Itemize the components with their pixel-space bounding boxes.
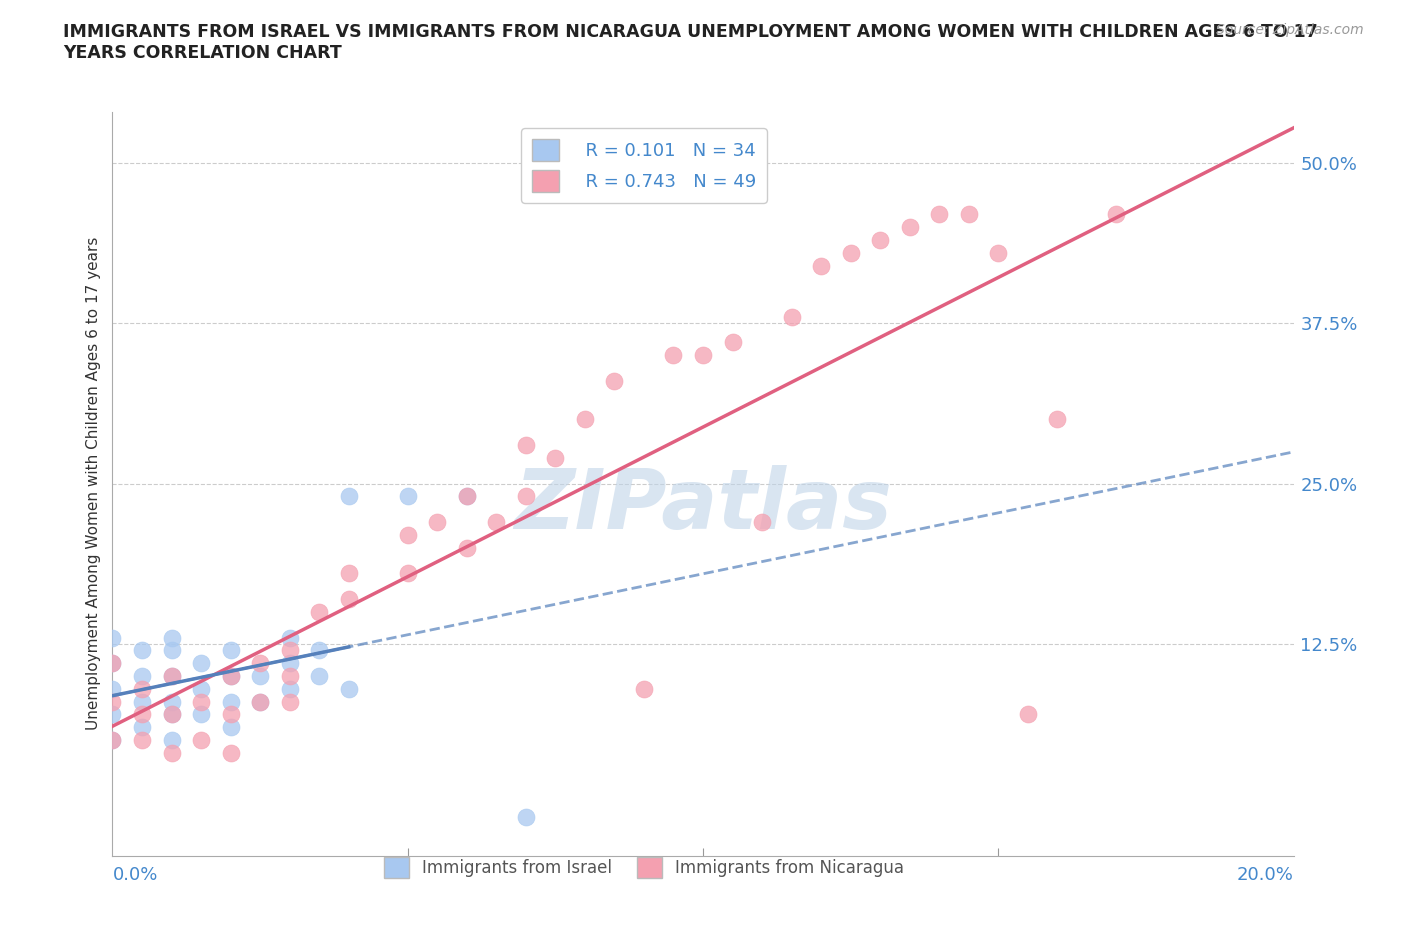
- Point: [278, 656, 301, 671]
- Point: [249, 669, 271, 684]
- Point: [1046, 412, 1069, 427]
- Point: [101, 631, 124, 645]
- Text: IMMIGRANTS FROM ISRAEL VS IMMIGRANTS FROM NICARAGUA UNEMPLOYMENT AMONG WOMEN WIT: IMMIGRANTS FROM ISRAEL VS IMMIGRANTS FRO…: [63, 23, 1317, 62]
- Y-axis label: Unemployment Among Women with Children Ages 6 to 17 years: Unemployment Among Women with Children A…: [86, 237, 101, 730]
- Point: [131, 643, 153, 658]
- Text: 20.0%: 20.0%: [1237, 866, 1294, 884]
- Point: [957, 206, 980, 221]
- Point: [603, 374, 626, 389]
- Point: [780, 310, 803, 325]
- Point: [160, 669, 183, 684]
- Point: [337, 591, 360, 606]
- Point: [131, 720, 153, 735]
- Point: [396, 489, 419, 504]
- Point: [456, 540, 478, 555]
- Point: [1017, 707, 1039, 722]
- Point: [190, 733, 212, 748]
- Point: [633, 682, 655, 697]
- Point: [160, 669, 183, 684]
- Point: [160, 631, 183, 645]
- Point: [574, 412, 596, 427]
- Text: ZIPatlas: ZIPatlas: [515, 465, 891, 547]
- Point: [101, 733, 124, 748]
- Text: Source: ZipAtlas.com: Source: ZipAtlas.com: [1216, 23, 1364, 37]
- Point: [278, 631, 301, 645]
- Point: [249, 694, 271, 709]
- Text: 0.0%: 0.0%: [112, 866, 157, 884]
- Point: [131, 733, 153, 748]
- Point: [751, 514, 773, 529]
- Point: [190, 656, 212, 671]
- Point: [101, 733, 124, 748]
- Point: [131, 707, 153, 722]
- Point: [515, 489, 537, 504]
- Point: [101, 694, 124, 709]
- Point: [869, 232, 891, 247]
- Point: [190, 682, 212, 697]
- Point: [337, 682, 360, 697]
- Point: [101, 707, 124, 722]
- Point: [928, 206, 950, 221]
- Point: [987, 246, 1010, 260]
- Point: [131, 669, 153, 684]
- Point: [485, 514, 508, 529]
- Point: [131, 682, 153, 697]
- Point: [219, 720, 242, 735]
- Point: [278, 682, 301, 697]
- Point: [160, 733, 183, 748]
- Point: [131, 694, 153, 709]
- Point: [219, 694, 242, 709]
- Point: [249, 656, 271, 671]
- Point: [160, 746, 183, 761]
- Point: [456, 489, 478, 504]
- Point: [839, 246, 862, 260]
- Point: [160, 643, 183, 658]
- Point: [219, 707, 242, 722]
- Point: [160, 707, 183, 722]
- Point: [219, 669, 242, 684]
- Point: [278, 694, 301, 709]
- Point: [101, 656, 124, 671]
- Point: [278, 643, 301, 658]
- Legend: Immigrants from Israel, Immigrants from Nicaragua: Immigrants from Israel, Immigrants from …: [377, 851, 911, 884]
- Point: [515, 438, 537, 453]
- Point: [308, 643, 330, 658]
- Point: [308, 604, 330, 619]
- Point: [190, 694, 212, 709]
- Point: [662, 348, 685, 363]
- Point: [396, 527, 419, 542]
- Point: [898, 219, 921, 234]
- Point: [101, 682, 124, 697]
- Point: [249, 694, 271, 709]
- Point: [721, 335, 744, 350]
- Point: [160, 694, 183, 709]
- Point: [160, 707, 183, 722]
- Point: [337, 489, 360, 504]
- Point: [308, 669, 330, 684]
- Point: [396, 566, 419, 581]
- Point: [190, 707, 212, 722]
- Point: [456, 489, 478, 504]
- Point: [219, 669, 242, 684]
- Point: [810, 259, 832, 273]
- Point: [278, 669, 301, 684]
- Point: [692, 348, 714, 363]
- Point: [219, 746, 242, 761]
- Point: [337, 566, 360, 581]
- Point: [219, 643, 242, 658]
- Point: [1105, 206, 1128, 221]
- Point: [101, 656, 124, 671]
- Point: [515, 810, 537, 825]
- Point: [544, 450, 567, 465]
- Point: [426, 514, 449, 529]
